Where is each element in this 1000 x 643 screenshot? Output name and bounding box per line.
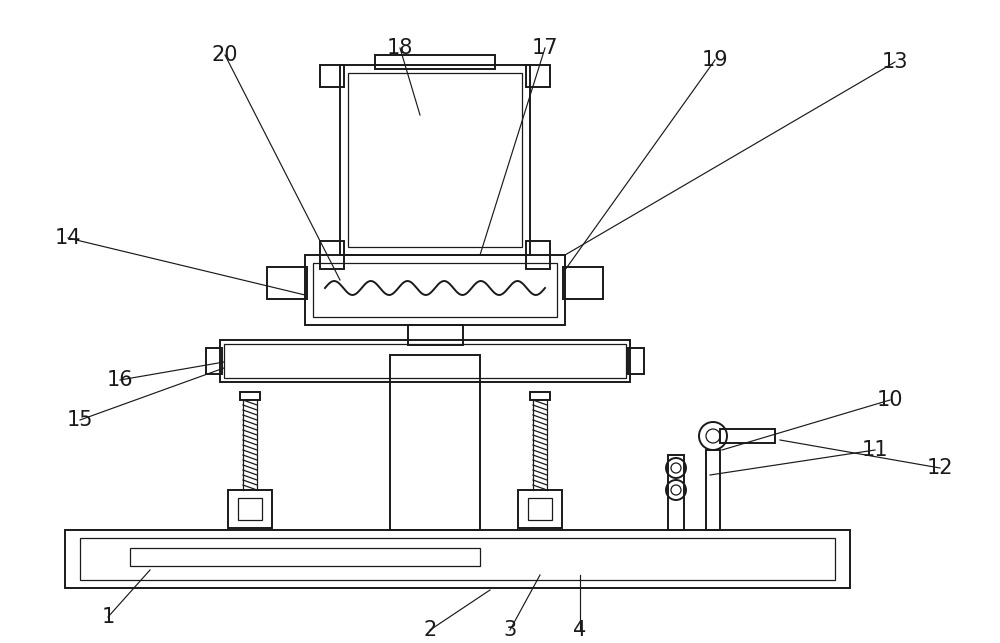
- Bar: [320, 241, 344, 269]
- Bar: [563, 267, 603, 299]
- Bar: [628, 348, 644, 374]
- Text: 18: 18: [387, 38, 413, 58]
- Bar: [267, 267, 307, 299]
- Bar: [340, 65, 530, 255]
- Text: 16: 16: [107, 370, 133, 390]
- Text: 20: 20: [212, 45, 238, 65]
- Bar: [526, 241, 550, 269]
- Bar: [720, 429, 775, 443]
- Bar: [375, 55, 495, 69]
- Bar: [390, 355, 480, 530]
- Bar: [65, 530, 850, 588]
- Bar: [80, 538, 835, 580]
- Text: 11: 11: [862, 440, 888, 460]
- Bar: [706, 450, 720, 530]
- Text: 10: 10: [877, 390, 903, 410]
- Text: 14: 14: [55, 228, 81, 248]
- Bar: [220, 340, 630, 382]
- Bar: [530, 392, 550, 400]
- Bar: [305, 255, 565, 325]
- Text: 12: 12: [927, 458, 953, 478]
- Bar: [224, 344, 626, 378]
- Bar: [240, 392, 260, 400]
- Text: 3: 3: [503, 620, 517, 640]
- Text: 19: 19: [702, 50, 728, 70]
- Text: 4: 4: [573, 620, 587, 640]
- Bar: [313, 263, 557, 317]
- Bar: [528, 498, 552, 520]
- Text: 2: 2: [423, 620, 437, 640]
- Bar: [320, 65, 344, 87]
- Text: 17: 17: [532, 38, 558, 58]
- Bar: [228, 490, 272, 528]
- Bar: [408, 325, 463, 345]
- Bar: [130, 548, 480, 566]
- Text: 15: 15: [67, 410, 93, 430]
- Text: 1: 1: [101, 607, 115, 627]
- Bar: [668, 455, 684, 530]
- Bar: [526, 65, 550, 87]
- Bar: [518, 490, 562, 528]
- Bar: [348, 73, 522, 247]
- Bar: [206, 348, 222, 374]
- Bar: [238, 498, 262, 520]
- Text: 13: 13: [882, 52, 908, 72]
